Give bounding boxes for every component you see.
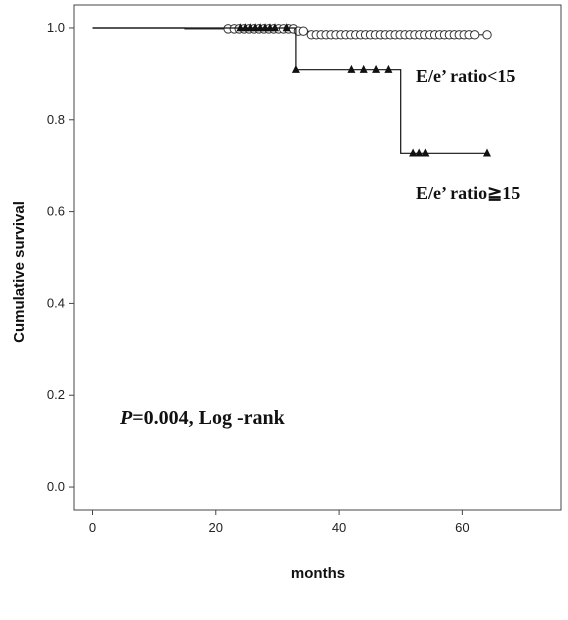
y-tick-label: 0.6 [47, 204, 65, 219]
censor-triangle-marker [347, 64, 356, 73]
y-axis-title: Cumulative survival [11, 201, 28, 343]
censor-triangle-marker [372, 64, 381, 73]
censor-circle-marker [482, 30, 492, 40]
y-tick-label: 1.0 [47, 20, 65, 35]
series-label-high-ratio: E/e’ ratio≧15 [416, 183, 520, 203]
y-axis: 0.0 0.2 0.4 0.6 0.8 1.0 [47, 20, 74, 494]
p-italic: P [119, 407, 133, 429]
plot-frame [73, 4, 562, 511]
x-tick-label: 40 [332, 520, 346, 535]
x-tick-label: 60 [455, 520, 469, 535]
censor-triangle-marker [415, 148, 424, 157]
series-layer [92, 23, 492, 157]
censor-triangle-marker [359, 64, 368, 73]
y-tick-label: 0.4 [47, 295, 65, 310]
y-tick-label: 0.0 [47, 479, 65, 494]
censor-triangle-marker [384, 64, 393, 73]
censor-circle-marker [469, 30, 480, 40]
x-axis: 0 20 40 60 [89, 510, 470, 535]
x-axis-title: months [291, 565, 345, 582]
censor-triangle-marker [271, 23, 279, 32]
censor-triangle-marker [483, 148, 491, 157]
y-tick-label: 0.8 [47, 112, 65, 127]
series-high-ratio [92, 23, 491, 157]
censor-triangle-marker [291, 64, 300, 73]
x-tick-label: 20 [209, 520, 223, 535]
censor-triangle-marker [282, 23, 291, 32]
censor-triangle-marker [421, 148, 430, 157]
y-tick-label: 0.2 [47, 387, 65, 402]
series-label-low-ratio: E/e’ ratio<15 [416, 66, 515, 86]
x-tick-label: 0 [89, 520, 96, 535]
censor-circle-marker [298, 26, 309, 36]
p-value-annotation: P=0.004, Log -rank [119, 407, 286, 429]
censor-triangle-marker [409, 148, 418, 157]
p-value-text: =0.004, Log -rank [132, 407, 285, 429]
